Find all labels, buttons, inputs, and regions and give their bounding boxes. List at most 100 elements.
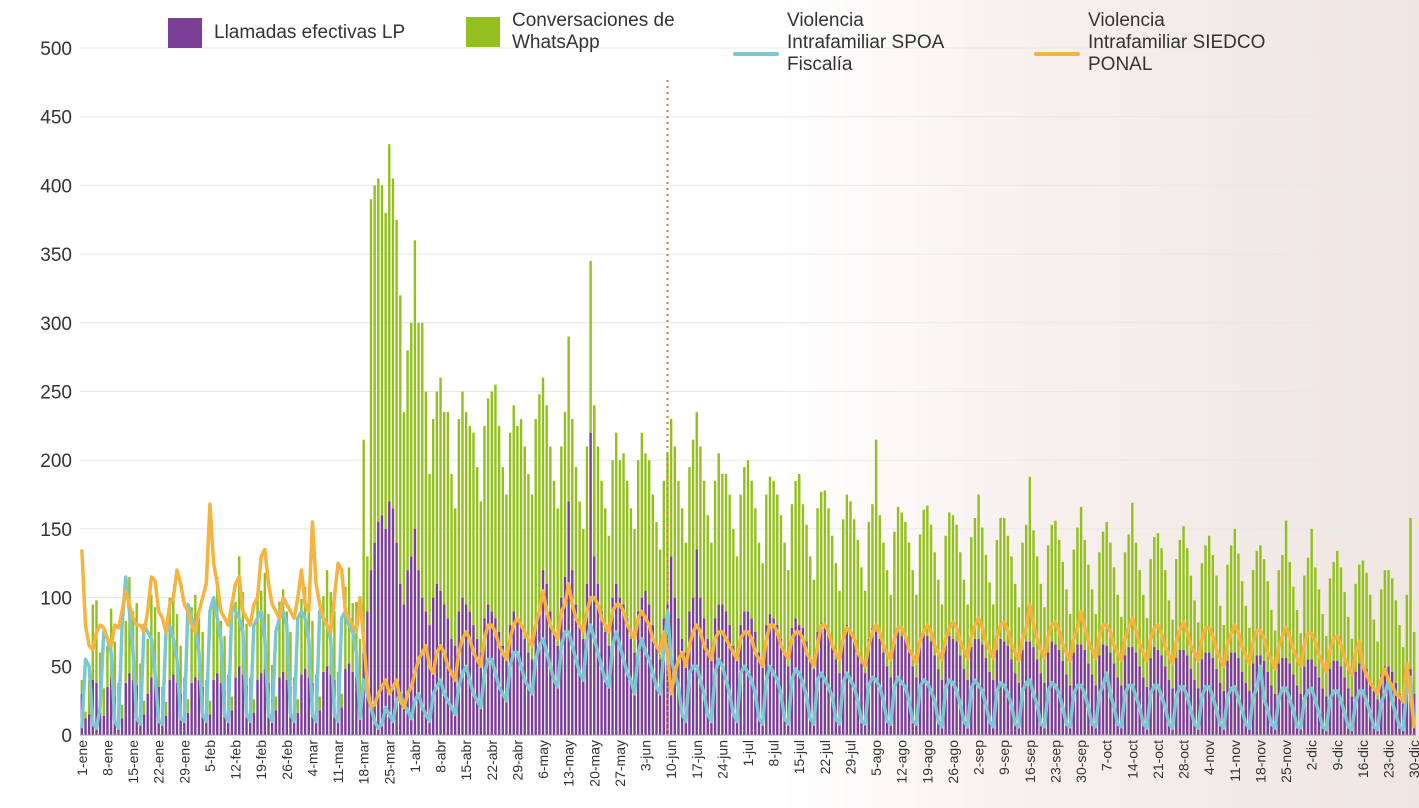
bar <box>1336 550 1339 661</box>
bar <box>391 508 395 735</box>
bar <box>523 638 526 735</box>
bar <box>457 611 461 735</box>
bar <box>1098 552 1101 656</box>
bar <box>856 649 860 735</box>
bar <box>1288 561 1291 664</box>
bar <box>710 652 713 735</box>
bar <box>1215 669 1218 735</box>
legend-label: Conversaciones de WhatsApp <box>512 10 675 53</box>
x-tick-label: 22-abr <box>484 740 500 781</box>
bar <box>940 604 944 681</box>
bar <box>966 604 969 681</box>
bar <box>142 700 146 715</box>
bar <box>1332 660 1335 735</box>
bar <box>1087 663 1090 735</box>
bar <box>106 645 109 687</box>
bar <box>410 556 413 735</box>
bar <box>87 714 91 735</box>
x-tick-label: 4-nov <box>1201 740 1217 775</box>
bar <box>787 570 790 667</box>
bar <box>413 528 417 735</box>
x-tick-label: 2-sep <box>971 740 987 775</box>
bar <box>798 625 801 735</box>
bar <box>885 570 889 667</box>
bar <box>534 418 537 626</box>
bar <box>1164 570 1167 667</box>
bar <box>688 467 691 612</box>
x-tick-label: 6-may <box>535 740 551 779</box>
bar <box>717 604 720 735</box>
bar <box>611 597 614 735</box>
legend-item: Violencia Intrafamiliar SIEDCO PONAL <box>1034 10 1268 76</box>
bar <box>812 669 816 735</box>
bar <box>962 669 966 735</box>
bar <box>219 682 223 735</box>
bar <box>1211 555 1215 659</box>
x-tick-label: 29-abr <box>509 740 525 781</box>
bar <box>347 663 351 735</box>
bar <box>819 622 823 735</box>
x-tick-label: 17-jun <box>689 740 705 779</box>
bar <box>856 539 860 650</box>
bar <box>1262 559 1266 661</box>
bar <box>1347 616 1350 689</box>
bar <box>1387 570 1390 667</box>
bar <box>98 707 102 735</box>
bar <box>699 446 702 598</box>
x-tick-label: 19-feb <box>253 740 269 780</box>
bar <box>384 212 387 529</box>
bar <box>435 391 439 584</box>
bar <box>622 604 625 735</box>
bar <box>340 693 343 708</box>
y-tick-label: 350 <box>40 245 72 266</box>
bar <box>863 673 867 735</box>
bar <box>574 467 578 605</box>
bar <box>860 663 863 735</box>
bar <box>706 515 709 639</box>
bar <box>772 480 775 619</box>
x-tick-label: 25-nov <box>1278 740 1294 783</box>
line-series <box>80 502 1416 729</box>
bar <box>80 680 84 694</box>
bar <box>746 460 750 612</box>
bar <box>1153 647 1156 735</box>
bar <box>1255 550 1258 656</box>
bar <box>669 418 673 557</box>
bar <box>120 718 124 735</box>
bar <box>307 677 310 735</box>
bar <box>779 638 783 735</box>
bar <box>710 542 713 653</box>
bar <box>1207 652 1211 735</box>
bar <box>915 594 918 678</box>
bar <box>238 556 241 667</box>
bar <box>1387 666 1390 735</box>
x-tick-label: 29-jul <box>842 740 858 774</box>
bar <box>1200 563 1204 660</box>
bar <box>530 659 534 735</box>
bar <box>201 631 204 687</box>
bar <box>1112 567 1116 664</box>
bar <box>1281 555 1284 659</box>
bar <box>289 631 292 687</box>
bar <box>212 597 215 681</box>
bar <box>281 671 285 735</box>
bar <box>399 583 402 735</box>
bar <box>296 699 299 714</box>
x-tick-label: 8-jul <box>766 740 782 766</box>
bar <box>695 549 698 735</box>
bar <box>421 597 424 735</box>
bar <box>241 674 245 735</box>
y-tick-label: 0 <box>61 726 72 747</box>
legend-label: Violencia Intrafamiliar SIEDCO PONAL <box>1088 10 1266 75</box>
legend-label: Llamadas efectivas LP <box>214 22 406 43</box>
bar <box>680 638 684 735</box>
bar <box>1101 531 1105 645</box>
bar <box>1361 663 1365 735</box>
bar <box>318 710 321 735</box>
bar <box>1255 655 1258 735</box>
bar <box>863 590 867 674</box>
bar <box>479 501 483 653</box>
bar <box>475 467 479 639</box>
bar <box>1127 534 1130 648</box>
